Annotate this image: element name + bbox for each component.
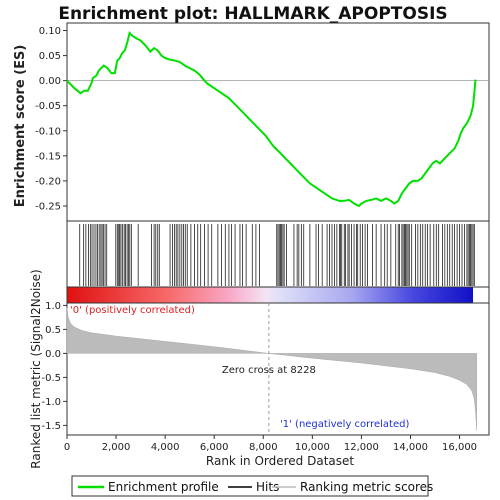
metric-ylabel: Ranked list metric (Signal2Noise) — [29, 269, 43, 468]
metric-y-axis: 1.0 0.5 0.0 -0.5 -1.0 -1.5 — [41, 301, 67, 432]
es-ytick-label: -0.20 — [35, 176, 61, 187]
metric-ytick-label: 1.0 — [45, 301, 61, 312]
xtick-label: 6,000 — [200, 442, 229, 453]
rank-color-bar — [67, 287, 473, 303]
es-ytick-label: -0.15 — [35, 151, 61, 162]
x-axis-label: Rank in Ordered Dataset — [206, 454, 354, 468]
metric-ytick-label: -1.0 — [41, 397, 61, 408]
es-y-axis: 0.10 0.05 0.00 -0.05 -0.10 -0.15 -0.20 -0.25 — [35, 26, 67, 212]
xtick-label: 14,000 — [393, 442, 428, 453]
metric-ytick-label: 0.0 — [45, 349, 61, 360]
xtick-label: 4,000 — [151, 442, 180, 453]
metric-ytick-label: 0.5 — [45, 325, 61, 336]
x-axis: 0 2,000 4,000 6,000 8,000 10,000 12,000 14,000 1… — [64, 435, 477, 453]
chart-title: Enrichment plot: HALLMARK_APOPTOSIS — [58, 4, 447, 24]
es-ytick-label: -0.25 — [35, 201, 61, 212]
es-ytick-label: -0.10 — [35, 126, 61, 137]
es-ytick-label: -0.05 — [35, 101, 61, 112]
legend-hits-label: Hits — [256, 480, 279, 494]
xtick-label: 12,000 — [344, 442, 379, 453]
metric-panel-frame — [66, 302, 490, 436]
pos-corr-label: '0' (positively correlated) — [70, 305, 195, 316]
legend-enrichment-label: Enrichment profile — [108, 480, 219, 494]
metric-ytick-label: -0.5 — [41, 373, 61, 384]
xtick-label: 2,000 — [102, 442, 131, 453]
ranking-metric-area — [66, 307, 477, 431]
enrichment-profile-line — [66, 30, 477, 208]
xtick-label: 16,000 — [442, 442, 477, 453]
es-ytick-label: 0.10 — [39, 26, 61, 37]
neg-corr-label: '1' (negatively correlated) — [280, 419, 409, 430]
es-panel-frame — [66, 22, 490, 222]
es-ytick-label: 0.00 — [39, 76, 61, 87]
es-ylabel: Enrichment score (ES) — [13, 45, 28, 208]
xtick-label: 10,000 — [295, 442, 330, 453]
xtick-label: 8,000 — [249, 442, 278, 453]
legend-box — [71, 475, 429, 497]
legend-metric-label: Ranking metric scores — [300, 480, 433, 494]
metric-ytick-label: -1.5 — [41, 421, 61, 432]
es-ytick-label: 0.05 — [39, 51, 61, 62]
hits-marks — [79, 224, 475, 286]
zero-cross-label: Zero cross at 8228 — [222, 365, 316, 376]
xtick-label: 0 — [64, 442, 70, 453]
